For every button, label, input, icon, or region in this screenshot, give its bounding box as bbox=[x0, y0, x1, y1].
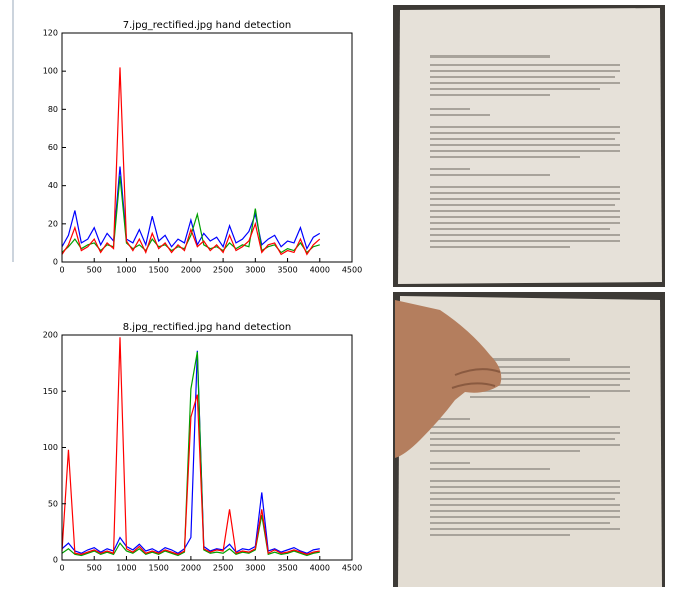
photo-page-with-hand bbox=[393, 292, 665, 587]
x-tick-label: 3500 bbox=[277, 266, 297, 275]
y-tick-label: 100 bbox=[43, 443, 58, 452]
x-tick-label: 4000 bbox=[310, 564, 330, 573]
chart-title: 7.jpg_rectified.jpg hand detection bbox=[123, 20, 291, 31]
x-tick-label: 500 bbox=[87, 564, 102, 573]
x-tick-label: 4000 bbox=[310, 266, 330, 275]
x-tick-label: 2000 bbox=[181, 564, 201, 573]
x-tick-label: 2500 bbox=[213, 266, 233, 275]
y-tick-label: 120 bbox=[43, 29, 58, 38]
y-tick-label: 40 bbox=[48, 181, 58, 190]
x-tick-label: 0 bbox=[59, 266, 64, 275]
x-tick-label: 3000 bbox=[245, 564, 265, 573]
y-tick-label: 80 bbox=[48, 105, 58, 114]
x-tick-label: 1500 bbox=[148, 266, 168, 275]
y-tick-label: 100 bbox=[43, 67, 58, 76]
y-tick-label: 0 bbox=[53, 556, 58, 565]
x-tick-label: 2000 bbox=[181, 266, 201, 275]
series-line bbox=[62, 67, 320, 254]
y-tick-label: 150 bbox=[43, 387, 58, 396]
x-tick-label: 1500 bbox=[148, 564, 168, 573]
x-tick-label: 500 bbox=[87, 266, 102, 275]
series-line bbox=[62, 176, 320, 252]
x-tick-label: 0 bbox=[59, 564, 64, 573]
x-tick-label: 2500 bbox=[213, 564, 233, 573]
x-tick-label: 3500 bbox=[277, 564, 297, 573]
plot-frame bbox=[62, 335, 352, 560]
y-tick-label: 200 bbox=[43, 331, 58, 340]
x-tick-label: 1000 bbox=[116, 564, 136, 573]
x-tick-label: 1000 bbox=[116, 266, 136, 275]
y-tick-label: 0 bbox=[53, 258, 58, 267]
screenshot: 7.jpg_rectified.jpg hand detection050010… bbox=[0, 0, 673, 587]
x-tick-label: 3000 bbox=[245, 266, 265, 275]
photo-page bbox=[393, 5, 665, 287]
x-tick-label: 4500 bbox=[342, 266, 362, 275]
chart-title: 8.jpg_rectified.jpg hand detection bbox=[123, 322, 291, 333]
x-tick-label: 4500 bbox=[342, 564, 362, 573]
y-tick-label: 50 bbox=[48, 499, 58, 508]
y-tick-label: 20 bbox=[48, 219, 58, 228]
series-line bbox=[62, 351, 320, 554]
page: 7.jpg_rectified.jpg hand detection050010… bbox=[0, 0, 673, 591]
plot-frame bbox=[62, 33, 352, 262]
y-tick-label: 60 bbox=[48, 143, 58, 152]
